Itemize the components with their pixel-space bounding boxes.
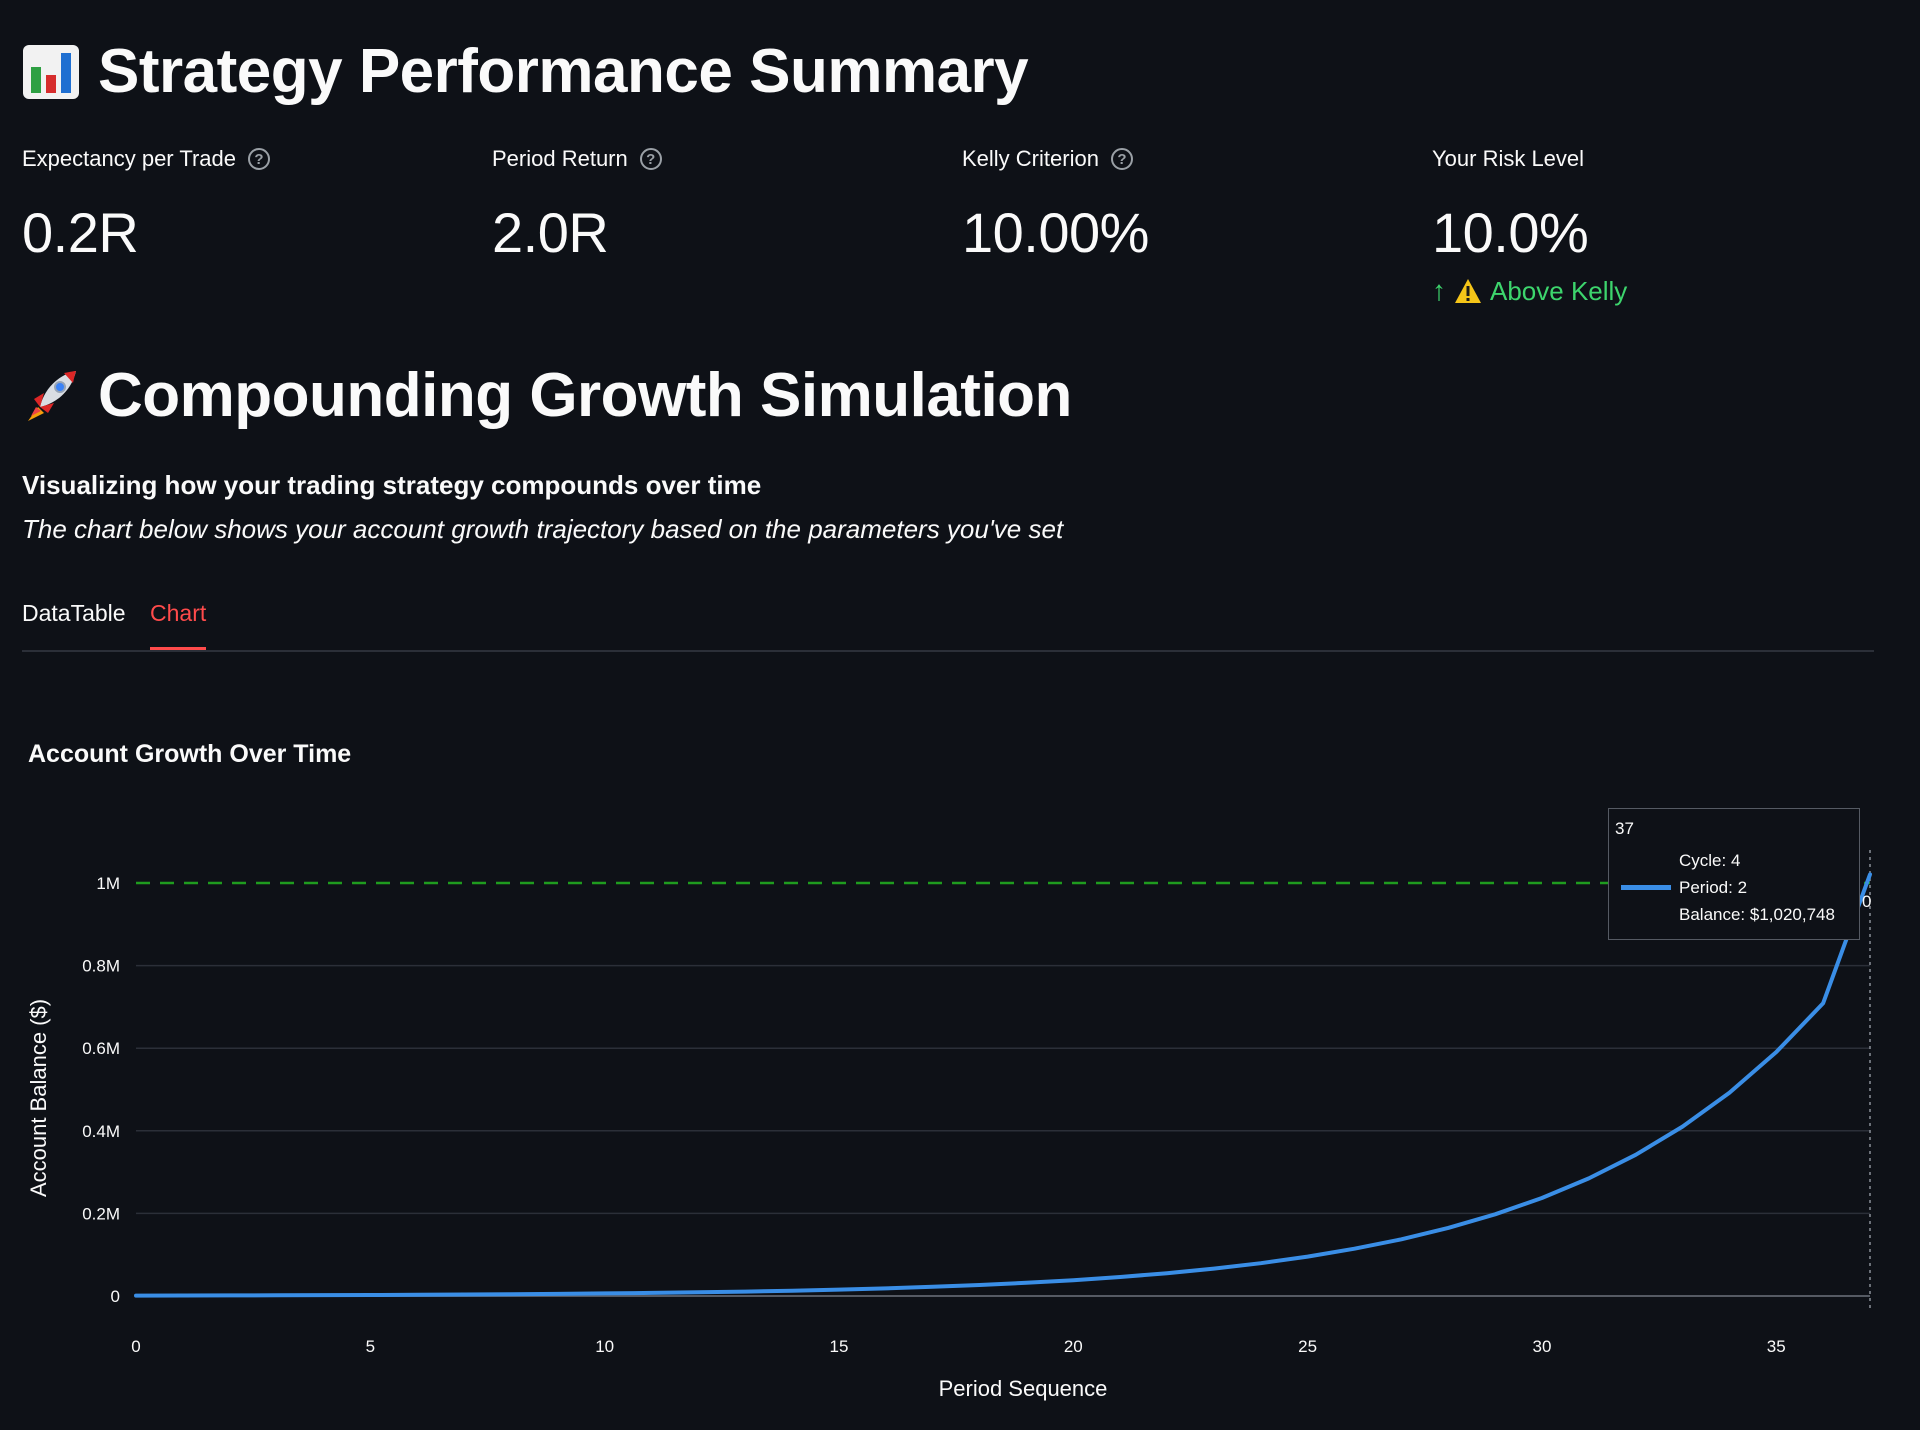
- y-tick-label: 1M: [96, 874, 120, 893]
- metric-risk-level: Your Risk Level 10.0% ↑ Above Kelly: [1432, 146, 1892, 307]
- y-tick-label: 0.6M: [82, 1039, 120, 1058]
- page-title: Strategy Performance Summary: [22, 36, 1029, 107]
- y-axis-title: Account Balance ($): [26, 999, 51, 1197]
- metric-expectancy: Expectancy per Trade ? 0.2R: [22, 146, 482, 265]
- tooltip-period: Period: 2: [1679, 878, 1748, 897]
- tooltip-balance: Balance: $1,020,748: [1679, 905, 1835, 924]
- metric-label: Period Return: [492, 146, 628, 171]
- section-subtitle: Visualizing how your trading strategy co…: [22, 470, 762, 500]
- data-label: 0: [1862, 892, 1871, 911]
- x-tick-label: 0: [131, 1337, 140, 1356]
- section-title-text: Compounding Growth Simulation: [98, 361, 1072, 430]
- metric-period-return: Period Return ? 2.0R: [492, 146, 952, 265]
- page-title-text: Strategy Performance Summary: [98, 37, 1029, 106]
- line-chart[interactable]: 0 0.2M 0.4M 0.6M 0.8M 1M 0 5 10 15 20 25 30 35 0 Period…: [0, 790, 1900, 1420]
- arrow-up-icon: ↑: [1432, 275, 1446, 306]
- tooltip-cycle: Cycle: 4: [1679, 851, 1741, 870]
- metric-value: 10.0%: [1432, 201, 1589, 264]
- x-tick-label: 30: [1532, 1337, 1551, 1356]
- metric-value: 2.0R: [492, 201, 609, 264]
- y-tick-label: 0: [111, 1287, 120, 1306]
- metrics-row: Expectancy per Trade ? 0.2R Period Retur…: [22, 146, 1882, 316]
- y-tick-label: 0.4M: [82, 1122, 120, 1141]
- chart-title: Account Growth Over Time: [28, 740, 352, 768]
- y-tick-label: 0.2M: [82, 1204, 120, 1223]
- delta-text: Above Kelly: [1490, 275, 1628, 306]
- metric-label: Expectancy per Trade: [22, 146, 237, 171]
- metric-kelly-criterion: Kelly Criterion ? 10.00%: [962, 146, 1422, 265]
- help-icon[interactable]: ?: [1110, 148, 1133, 170]
- chart-tooltip: 37 Cycle: 4 Period: 2 Balance: $1,020,74…: [1608, 808, 1860, 940]
- help-icon[interactable]: ?: [639, 148, 662, 170]
- tab-bar: DataTable Chart: [22, 588, 1874, 652]
- metric-label: Kelly Criterion: [962, 146, 1099, 171]
- x-tick-label: 5: [366, 1337, 375, 1356]
- x-tick-label: 15: [830, 1337, 849, 1356]
- bar-chart-icon: [23, 44, 79, 99]
- x-tick-label: 25: [1298, 1337, 1317, 1356]
- tab-datatable[interactable]: DataTable: [22, 600, 126, 626]
- metric-value: 0.2R: [22, 201, 139, 264]
- rocket-icon: [28, 370, 76, 421]
- x-tick-label: 10: [595, 1337, 614, 1356]
- section-caption: The chart below shows your account growt…: [22, 514, 1064, 544]
- warning-icon: [1455, 279, 1481, 303]
- x-tick-label: 35: [1767, 1337, 1786, 1356]
- metric-delta: ↑ Above Kelly: [1432, 275, 1892, 307]
- series-line: [134, 872, 1872, 1298]
- section-title: Compounding Growth Simulation: [22, 360, 1072, 431]
- metric-label: Your Risk Level: [1432, 146, 1585, 171]
- metric-value: 10.00%: [962, 201, 1149, 264]
- x-tick-label: 20: [1064, 1337, 1083, 1356]
- tooltip-series-swatch: [1621, 885, 1671, 890]
- tab-chart[interactable]: Chart: [150, 600, 207, 650]
- y-tick-label: 0.8M: [82, 957, 120, 976]
- tooltip-header: 37: [1615, 819, 1634, 838]
- x-axis-title: Period Sequence: [939, 1376, 1108, 1401]
- help-icon[interactable]: ?: [248, 148, 271, 170]
